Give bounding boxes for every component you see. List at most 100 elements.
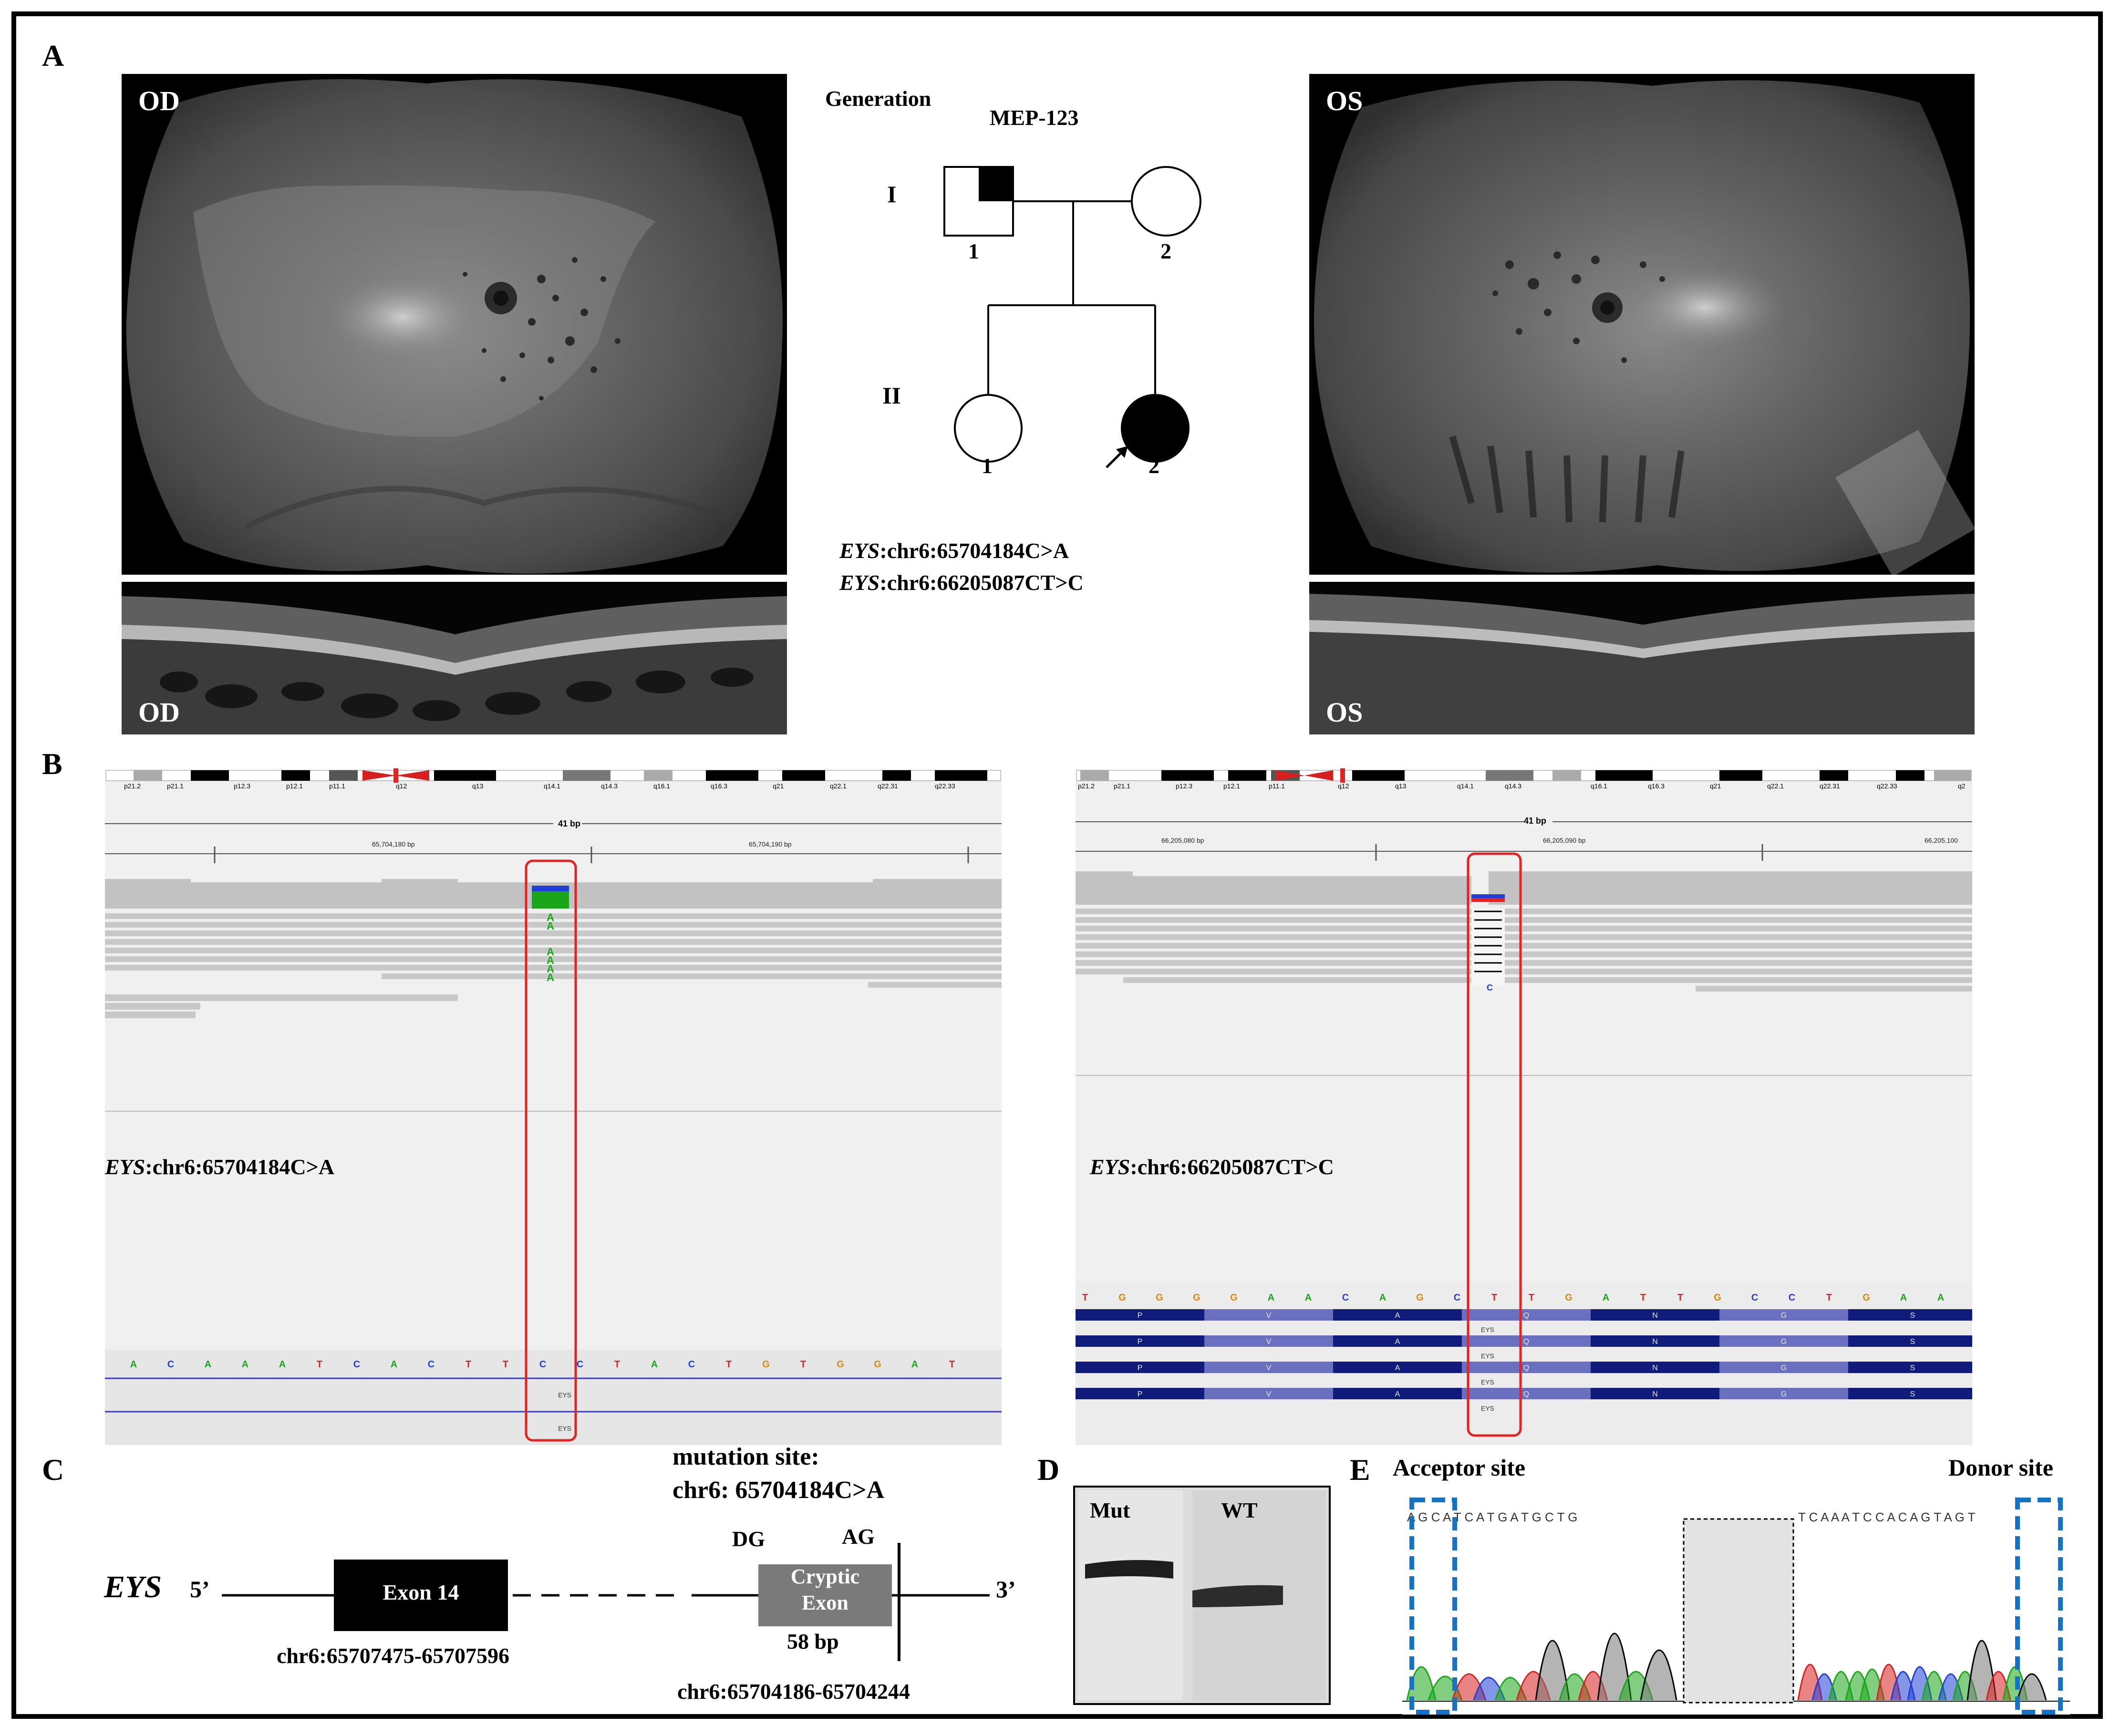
donor-site-label: Donor site <box>1948 1454 2053 1481</box>
left-seq-base: C <box>353 1359 360 1370</box>
band-r-8: q14.1 <box>1457 782 1474 790</box>
right-seq-base: G <box>1118 1292 1126 1303</box>
left-seq-base: T <box>726 1359 732 1370</box>
os-fundus-image <box>1309 74 1976 577</box>
aa-label: Q <box>1523 1312 1529 1320</box>
aa-codon-block <box>1848 1388 1977 1399</box>
right-seq-base: G <box>1714 1292 1721 1303</box>
left-seq-base: G <box>874 1359 881 1370</box>
pedigree-ii1-number: 1 <box>982 454 993 478</box>
aa-label: S <box>1910 1338 1915 1346</box>
chromatogram-gap <box>1683 1518 1794 1704</box>
right-seq-base: A <box>1900 1292 1907 1303</box>
band-l-15: q22.33 <box>935 782 955 790</box>
igv-left-gene-1: EYS <box>558 1391 571 1399</box>
aa-codon-block <box>1591 1335 1719 1347</box>
igv-left-gene-2: EYS <box>558 1425 571 1432</box>
left-seq-base: T <box>317 1359 322 1370</box>
igv-right-span: 41 bp <box>1524 816 1546 826</box>
band-l-7: q13 <box>472 782 484 790</box>
aa-codon-block <box>1719 1362 1848 1373</box>
left-seq-base: A <box>205 1359 211 1370</box>
igv-left-span: 41 bp <box>558 819 580 828</box>
od-oct-image <box>122 582 787 734</box>
aa-codon-block <box>1076 1335 1204 1347</box>
aa-label: A <box>1395 1364 1400 1372</box>
cryptic-exon-coords: chr6:65704186-65704244 <box>677 1679 910 1704</box>
exon14-coords: chr6:65707475-65707596 <box>277 1643 510 1668</box>
aa-codon-block <box>1591 1309 1719 1321</box>
band-r-14: q22.31 <box>1820 782 1840 790</box>
band-l-9: q14.3 <box>601 782 618 790</box>
panel-c-three-prime: 3’ <box>996 1576 1016 1602</box>
gel-mut-band <box>1085 1560 1173 1579</box>
igv-right-pos3: 66,205,100 <box>1924 837 1958 844</box>
aa-codon-block <box>1333 1362 1462 1373</box>
exon14-label: Exon 14 <box>383 1580 459 1604</box>
gel-mut-label: Mut <box>1090 1498 1130 1522</box>
band-l-5: p11.1 <box>329 782 345 790</box>
pedigree-gen-i: I <box>887 181 897 207</box>
alt-read-1: A <box>547 911 554 923</box>
panel-letter-a: A <box>42 39 64 72</box>
aa-codon-block <box>1462 1335 1591 1347</box>
chromatogram-seq-right: T C A A A T C C A C A G T A G T <box>1798 1510 1976 1524</box>
aa-codon-block <box>1719 1309 1848 1321</box>
igv-left-highlight-box <box>525 859 577 1442</box>
donor-site-box <box>2015 1498 2063 1715</box>
cryptic-ag-label: AG <box>842 1524 875 1549</box>
aa-codon-block <box>1462 1388 1591 1399</box>
chromatogram-seq-left: A G C A T C A T G A T G C T G <box>1407 1510 1577 1524</box>
igv-left-ideogram <box>105 768 1001 783</box>
aa-codon-block <box>1204 1335 1333 1347</box>
aa-label: A <box>1395 1312 1400 1320</box>
right-seq-base: A <box>1268 1292 1274 1303</box>
pedigree-gen-ii: II <box>882 382 901 409</box>
od-oct-label: OD <box>138 697 180 728</box>
band-r-9: q14.3 <box>1505 782 1521 790</box>
right-seq-base: G <box>1193 1292 1200 1303</box>
right-seq-base: G <box>1416 1292 1424 1303</box>
acceptor-site-label: Acceptor site <box>1393 1454 1526 1481</box>
left-seq-base: C <box>167 1359 174 1370</box>
right-seq-base: T <box>1640 1292 1646 1303</box>
od-fundus-image <box>122 74 787 575</box>
aa-codon-block <box>1076 1309 1204 1321</box>
alt-read-5: A <box>547 963 554 975</box>
right-seq-base: A <box>1305 1292 1312 1303</box>
alt-read-3: A <box>547 946 554 958</box>
band-l-2: p21.1 <box>167 782 184 790</box>
aa-label: V <box>1266 1390 1272 1398</box>
igv-right-read-allele: C <box>1487 983 1493 992</box>
left-seq-base: G <box>837 1359 844 1370</box>
band-l-4: p12.1 <box>286 782 303 790</box>
igv-right-ideogram <box>1076 768 1972 783</box>
panel-c-gene: EYS <box>104 1570 162 1604</box>
pedigree-ii2-number: 2 <box>1148 454 1159 478</box>
band-r-11: q16.3 <box>1648 782 1665 790</box>
igv-left-pos1: 65,704,180 bp <box>372 840 415 848</box>
igv-right-gene-label: EYS <box>1481 1352 1494 1360</box>
band-r-2: p21.1 <box>1114 782 1130 790</box>
aa-codon-block <box>1333 1335 1462 1347</box>
left-seq-base: A <box>391 1359 397 1370</box>
band-l-10: q16.1 <box>653 782 670 790</box>
band-r-10: q16.1 <box>1591 782 1607 790</box>
gene-schematic <box>100 1538 1045 1676</box>
igv-right-panel: p21.2 p21.1 p12.3 p12.1 p11.1 q12 q13 q1… <box>1076 751 1977 1445</box>
aa-codon-block <box>1848 1362 1977 1373</box>
od-fundus-label: OD <box>138 85 180 116</box>
cryptic-exon-label-1: Cryptic <box>790 1565 860 1588</box>
aa-codon-block <box>1719 1388 1848 1399</box>
right-seq-base: G <box>1230 1292 1238 1303</box>
igv-right-gene-label: EYS <box>1481 1405 1494 1412</box>
right-seq-base: G <box>1156 1292 1163 1303</box>
band-r-16: q2 <box>1958 782 1966 790</box>
band-r-15: q22.33 <box>1877 782 1897 790</box>
right-seq-base: C <box>1454 1292 1460 1303</box>
band-l-3: p12.3 <box>234 782 250 790</box>
pedigree-generation-label: Generation <box>825 86 931 111</box>
aa-label: P <box>1138 1312 1143 1320</box>
right-seq-base: G <box>1862 1292 1870 1303</box>
left-seq-base: A <box>279 1359 286 1370</box>
